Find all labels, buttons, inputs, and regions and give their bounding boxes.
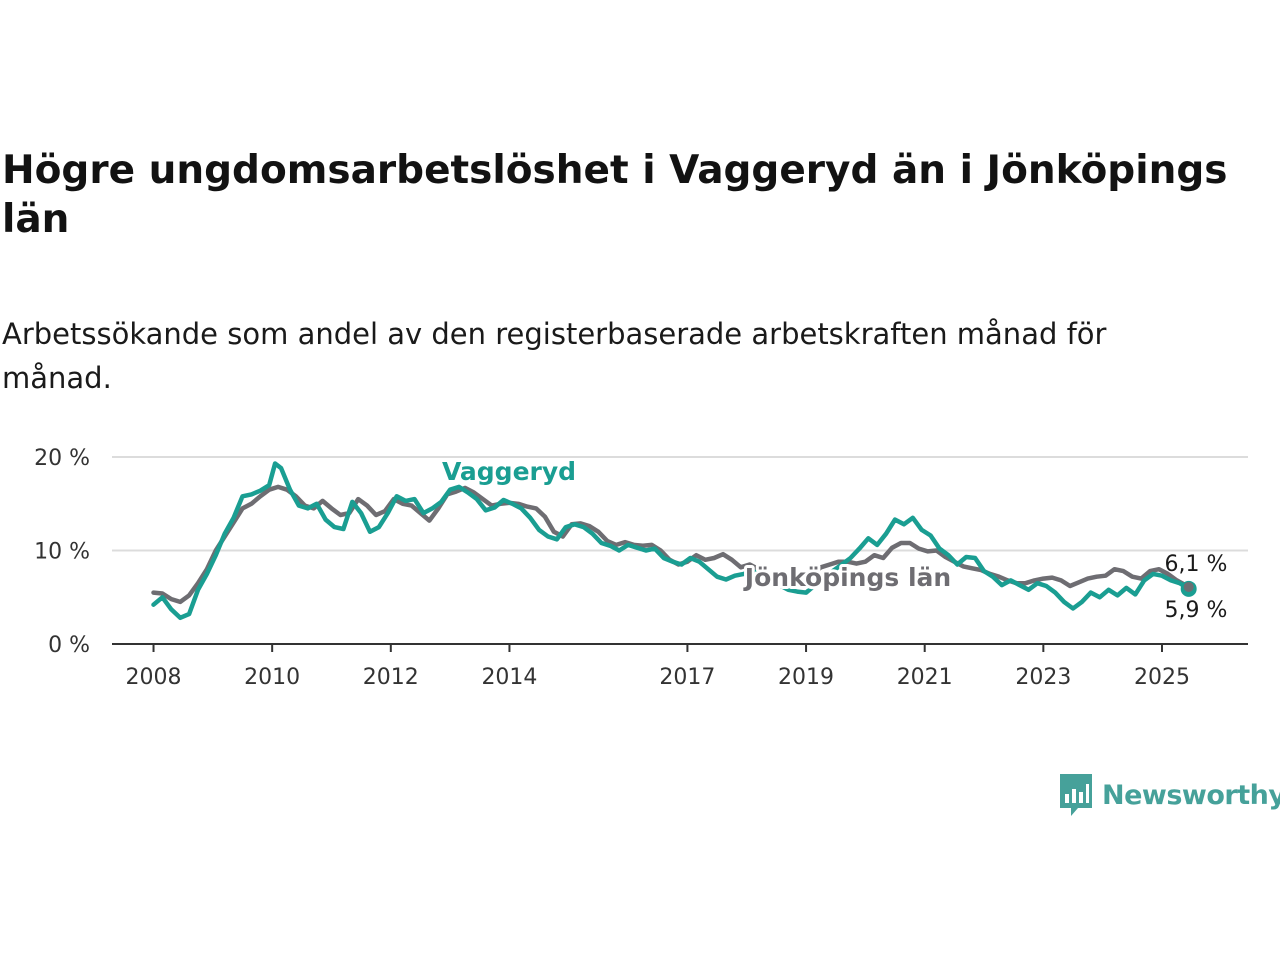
x-tick-label: 2012 xyxy=(363,665,419,690)
x-tick-label: 2025 xyxy=(1134,665,1190,690)
x-tick-label: 2017 xyxy=(659,665,715,690)
gridlines: 0 % 10 % 20 % xyxy=(34,446,1248,658)
end-value-label-vaggeryd: 5,9 % xyxy=(1165,598,1228,623)
chart-labels: Vaggeryd Jönköpings län 6,1 % 5,9 % xyxy=(439,454,1228,623)
end-value-label-jonkopings-lan: 6,1 % xyxy=(1165,552,1228,577)
brand-name: Newsworthy xyxy=(1102,779,1280,811)
bar-chart-icon xyxy=(1060,774,1092,816)
series-lines xyxy=(151,461,1197,621)
end-point-jonkopings-lan xyxy=(1183,581,1194,592)
y-tick-label: 0 % xyxy=(48,633,90,658)
x-tick-label: 2023 xyxy=(1015,665,1071,690)
series-line-vaggeryd xyxy=(151,461,1191,621)
x-tick-label: 2019 xyxy=(778,665,834,690)
line-chart: 0 % 10 % 20 % 2008 2010 2012 2014 2017 2019 2021… xyxy=(34,446,1248,690)
x-axis: 2008 2010 2012 2014 2017 2019 2021 2023 2025 xyxy=(112,643,1248,690)
y-tick-label: 10 % xyxy=(34,540,90,565)
x-tick-label: 2021 xyxy=(897,665,953,690)
x-tick-label: 2010 xyxy=(244,665,300,690)
chart-title: Högre ungdomsarbetslöshet i Vaggeryd än … xyxy=(2,148,1228,242)
newsworthy-logo: Newsworthy xyxy=(1058,772,1280,818)
chart-subtitle: Arbetssökande som andel av den registerb… xyxy=(2,317,1107,395)
series-label-vaggeryd: Vaggeryd xyxy=(442,457,576,486)
series-label-jonkopings-lan: Jönköpings län xyxy=(743,563,951,592)
x-tick-label: 2008 xyxy=(126,665,182,690)
x-tick-label: 2014 xyxy=(481,665,537,690)
y-tick-label: 20 % xyxy=(34,446,90,471)
